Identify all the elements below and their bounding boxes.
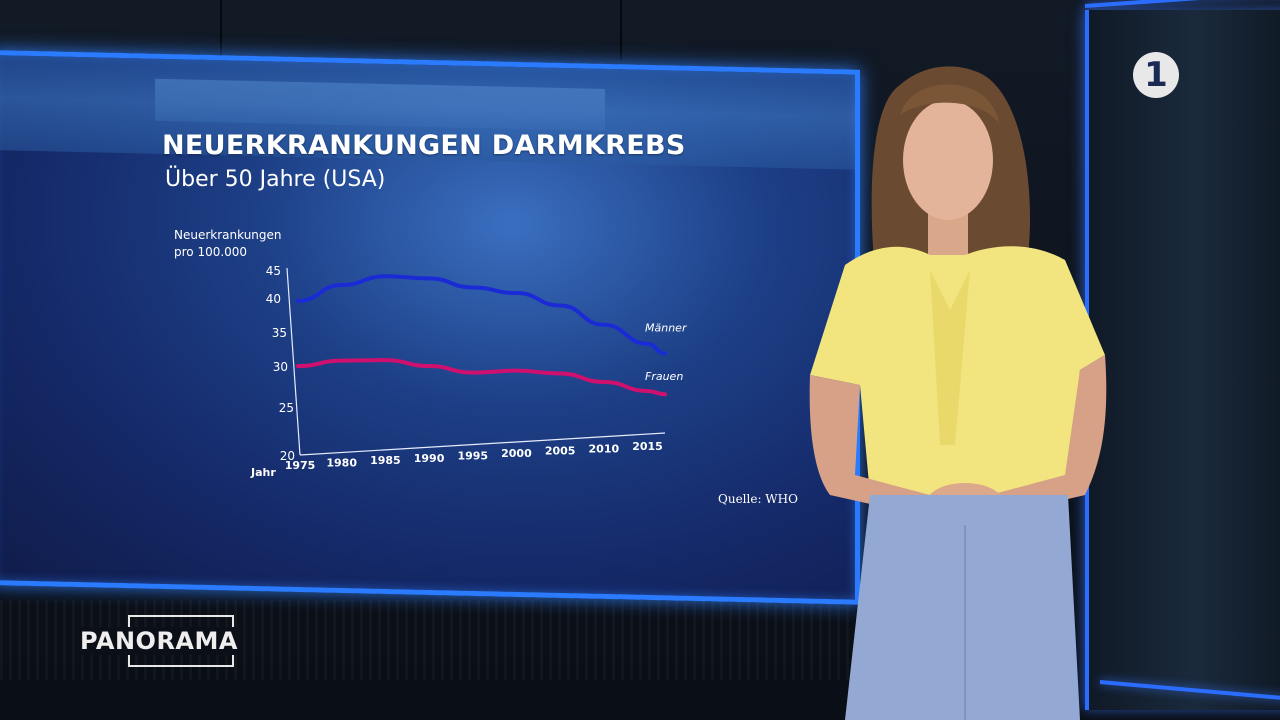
chart-axes <box>286 267 666 456</box>
y-tick-label: 20 <box>280 449 295 463</box>
chart-series <box>296 274 667 397</box>
presenter-blouse-ruffle <box>930 270 970 445</box>
y-tick-label: 25 <box>279 401 294 415</box>
y-axis-label-line2: pro 100.000 <box>174 245 248 259</box>
x-tick-label: 2010 <box>589 442 620 455</box>
presenter-hair-front <box>900 84 1000 125</box>
wall-seam <box>220 0 222 60</box>
series-line-maenner <box>296 274 667 356</box>
x-tick-label: 1975 <box>285 459 316 472</box>
channel-logo: 1 <box>1133 52 1179 98</box>
x-tick-label: 2015 <box>632 440 663 453</box>
series-line-frauen <box>296 358 667 397</box>
source-note: Quelle: WHO <box>718 492 798 506</box>
y-axis-label-line1: Neuerkrankungen <box>174 228 282 242</box>
x-tick-label: 1990 <box>414 452 445 465</box>
show-logo: PANORAMA <box>78 615 298 670</box>
y-tick-label: 30 <box>273 360 288 374</box>
presenter-trousers <box>845 495 1080 720</box>
presenter-face <box>903 100 993 220</box>
chart-title: NEUERKRANKUNGEN DARMKREBS <box>162 130 686 161</box>
y-axis-label: Neuerkrankungen pro 100.000 <box>174 227 374 261</box>
series-label: Männer <box>645 321 688 334</box>
presenter-left-arm <box>809 375 930 515</box>
y-tick-label: 40 <box>266 292 281 306</box>
chart-subtitle: Über 50 Jahre (USA) <box>165 167 386 192</box>
x-tick-label: 2000 <box>501 447 532 460</box>
x-axis-line <box>299 432 666 456</box>
x-axis-label: Jahr <box>250 466 276 479</box>
x-tick-label: 2005 <box>545 445 576 458</box>
presenter-right-arm <box>990 355 1107 515</box>
x-tick-label: 1985 <box>370 454 401 467</box>
y-tick-label: 35 <box>272 326 287 340</box>
show-logo-text: PANORAMA <box>78 627 240 655</box>
x-tick-label: 1995 <box>457 449 488 462</box>
x-tick-label: 1980 <box>326 457 357 470</box>
y-tick-label: 45 <box>266 264 281 278</box>
presenter <box>809 66 1107 720</box>
wall-seam <box>620 0 622 60</box>
series-label: Frauen <box>645 370 683 383</box>
y-axis-line <box>286 267 301 456</box>
chart-labels: 20 25 30 35 40 45 1975 1980 1985 1990 1995 2000 2005… <box>250 264 688 479</box>
